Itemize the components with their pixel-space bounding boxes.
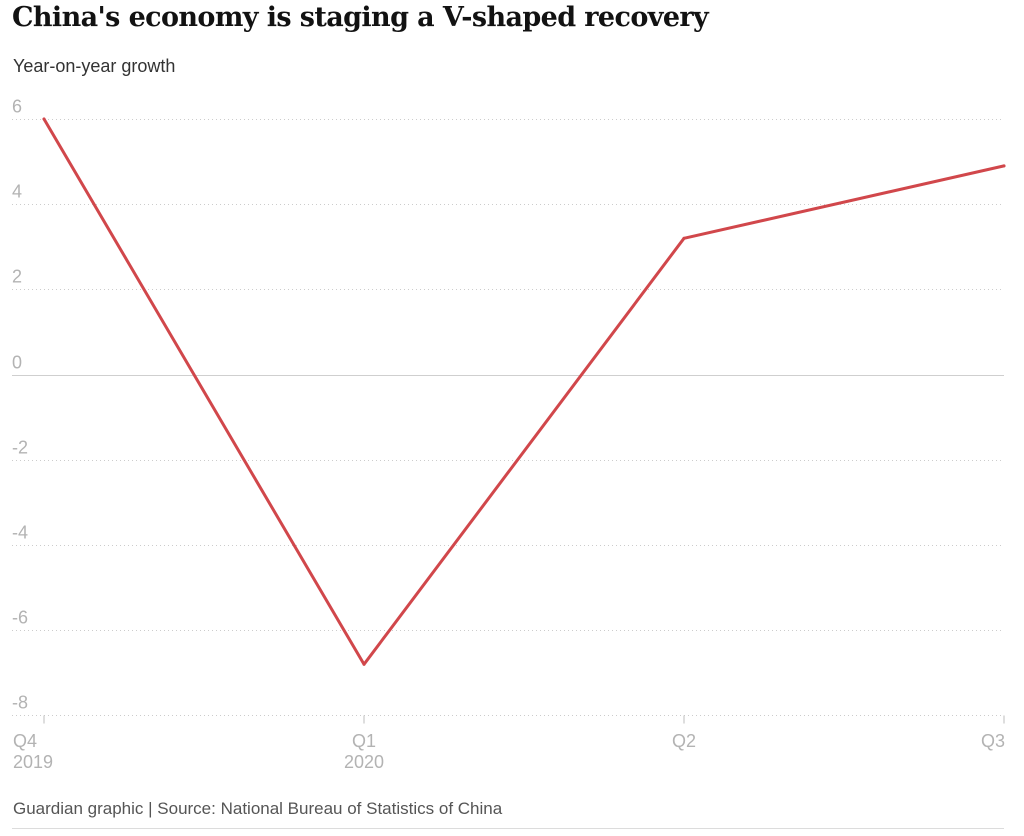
gridlines <box>12 119 1004 716</box>
y-tick-label: -2 <box>12 438 28 458</box>
data-point <box>1002 164 1006 168</box>
bottom-divider <box>12 828 1004 829</box>
y-tick-label: -4 <box>12 523 28 543</box>
data-point <box>682 236 686 240</box>
x-tick-label: Q3 <box>981 731 1005 751</box>
x-tick-label: Q2 <box>672 731 696 751</box>
y-axis-label: Year-on-year growth <box>13 56 176 76</box>
data-point <box>42 117 46 121</box>
x-tick-label: Q4 <box>13 731 37 751</box>
y-tick-label: 2 <box>12 267 22 287</box>
chart-title: China's economy is staging a V-shaped re… <box>12 2 709 33</box>
source-note: Guardian graphic | Source: National Bure… <box>13 799 503 818</box>
y-tick-label: -8 <box>12 693 28 713</box>
x-tick-label: 2020 <box>344 752 384 772</box>
y-tick-labels: 6 4 2 0 -2 -4 -6 -8 <box>12 97 28 713</box>
y-tick-label: 4 <box>12 182 22 202</box>
x-tick-label: 2019 <box>13 752 53 772</box>
x-tick-label: Q1 <box>352 731 376 751</box>
y-tick-label: 6 <box>12 97 22 117</box>
y-tick-label: -6 <box>12 608 28 628</box>
y-tick-label: 0 <box>12 353 22 373</box>
series-line <box>42 117 1006 666</box>
series-layer <box>42 117 1006 666</box>
data-point <box>362 662 366 666</box>
